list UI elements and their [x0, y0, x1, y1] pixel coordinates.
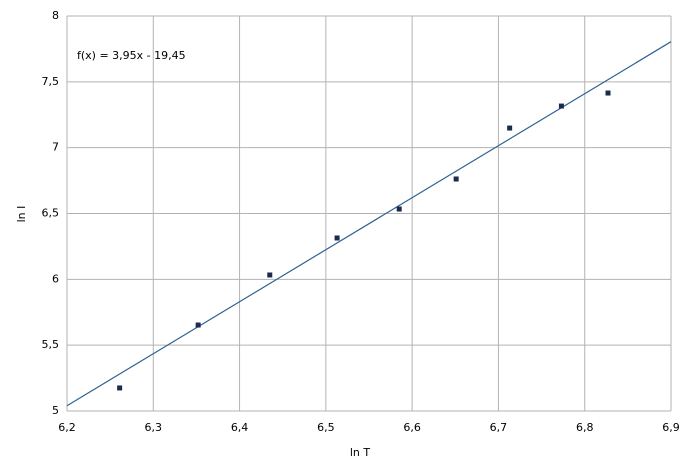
y-tick-label: 8 — [52, 9, 59, 22]
x-tick-label: 6,9 — [662, 421, 680, 434]
point — [396, 206, 402, 212]
point — [267, 272, 273, 278]
point — [507, 125, 513, 131]
y-tick-label: 5 — [52, 404, 59, 417]
x-tick-label: 6,5 — [317, 421, 335, 434]
point — [334, 235, 340, 241]
x-axis-label: ln T — [350, 446, 371, 459]
x-tick-label: 6,8 — [576, 421, 594, 434]
point — [195, 322, 201, 328]
x-tick-label: 6,6 — [403, 421, 421, 434]
x-tick-label: 6,4 — [231, 421, 249, 434]
y-tick-label: 7,5 — [42, 75, 60, 88]
y-tick-label: 6,5 — [42, 207, 60, 220]
y-axis-label: ln I — [15, 206, 28, 223]
point — [605, 90, 611, 96]
x-tick-label: 6,3 — [145, 421, 163, 434]
point — [558, 103, 564, 109]
y-tick-label: 7 — [52, 141, 59, 154]
point — [453, 176, 459, 182]
trend-line — [66, 41, 672, 407]
annotation: f(x) = 3,95x - 19,45 — [77, 49, 186, 62]
x-tick-label: 6,7 — [490, 421, 508, 434]
point — [117, 385, 123, 391]
x-tick-label: 6,2 — [58, 421, 76, 434]
y-tick-label: 5,5 — [42, 338, 60, 351]
y-tick-label: 6 — [52, 272, 59, 285]
